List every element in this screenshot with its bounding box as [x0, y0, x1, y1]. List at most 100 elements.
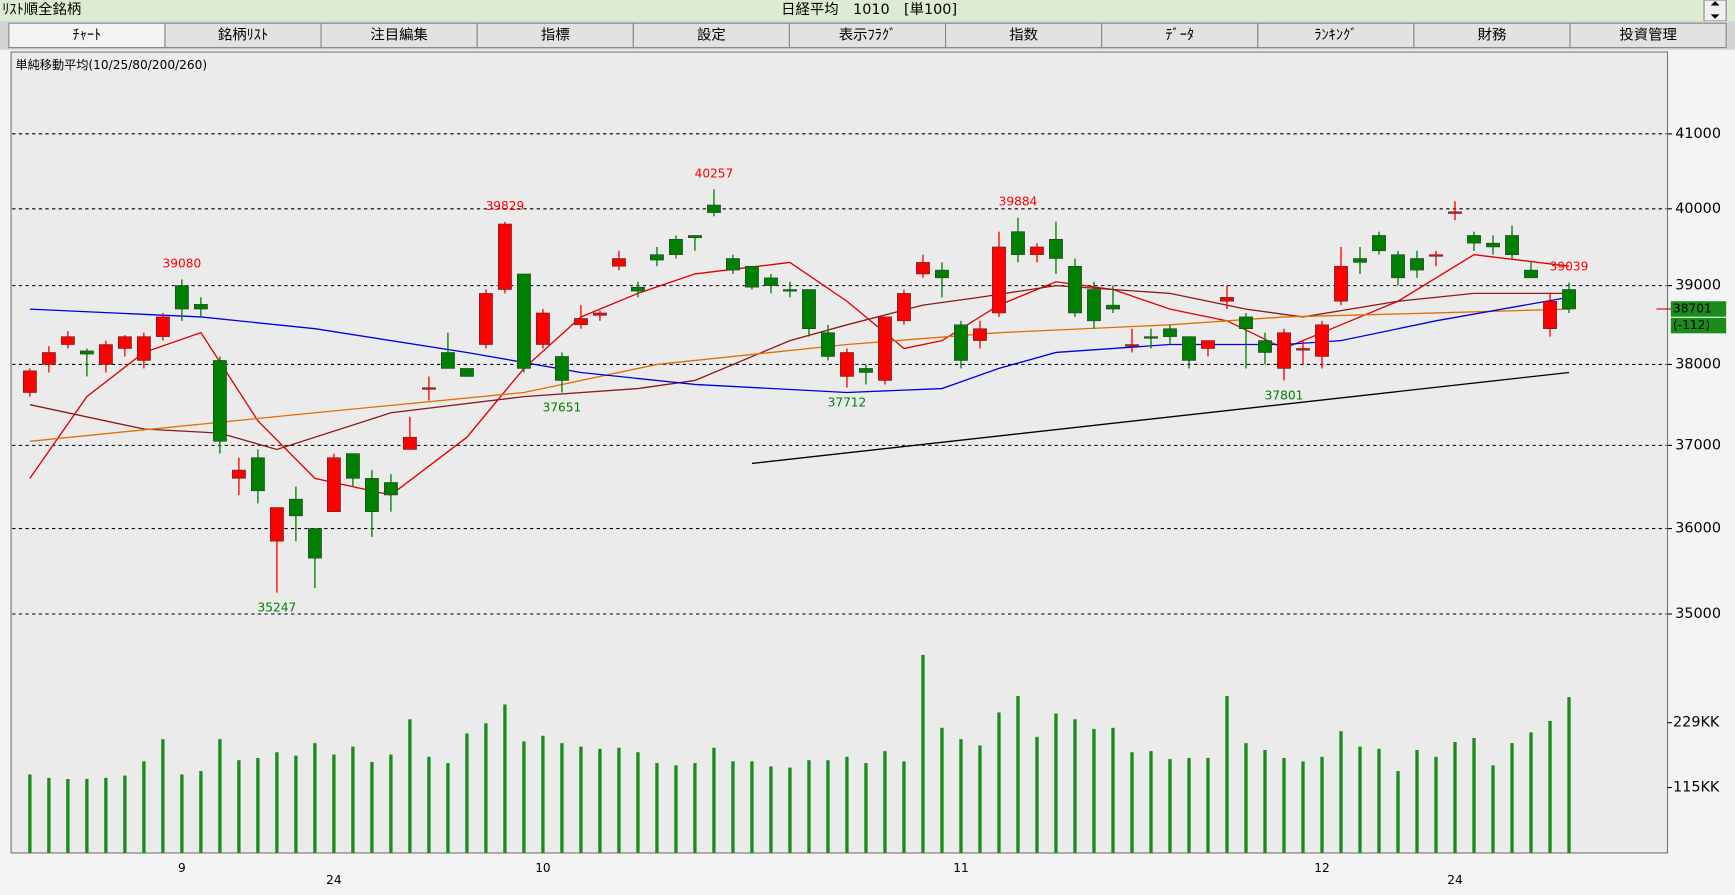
candle-body: [22, 370, 37, 393]
candle-body: [1372, 235, 1386, 252]
volume-bar: [142, 761, 146, 853]
volume-bar: [1035, 736, 1039, 853]
tab-label[interactable]: 財務: [1478, 26, 1507, 43]
candle-body: [1049, 239, 1063, 259]
day-label: 24: [1447, 873, 1463, 887]
candle-body: [1030, 246, 1044, 255]
chart-title: 単純移動平均(10/25/80/200/260): [15, 58, 207, 72]
volume-bar: [180, 774, 184, 853]
candle-body: [479, 293, 493, 345]
volume-bar: [408, 719, 412, 853]
tab[interactable]: [1569, 22, 1727, 49]
candle-body: [973, 328, 987, 341]
candle-body: [1106, 304, 1120, 310]
volume-bar: [313, 743, 317, 853]
volume-bar: [788, 767, 792, 853]
candle-body: [802, 289, 816, 329]
month-label: 12: [1314, 861, 1329, 875]
candle-body: [612, 258, 626, 267]
tab-label[interactable]: 指数: [1009, 26, 1038, 43]
tab-label[interactable]: 投資管理: [1619, 26, 1677, 43]
volume-bar: [883, 751, 887, 853]
tab-label[interactable]: ﾁｬｰﾄ: [73, 27, 102, 43]
tab-label[interactable]: 表示ﾌﾗｸﾞ: [839, 26, 897, 43]
candle-body: [60, 336, 75, 345]
candle-body: [1505, 235, 1519, 255]
tab-label[interactable]: ﾃﾞｰﾀ: [1165, 26, 1194, 43]
volume-bar: [1453, 742, 1457, 853]
candle-body: [1467, 235, 1481, 244]
volume-bar: [465, 733, 469, 853]
candle-body: [1353, 258, 1367, 263]
tab[interactable]: [1101, 22, 1259, 49]
volume-bar: [503, 704, 507, 853]
candle-body: [764, 277, 778, 286]
candle-body: [593, 312, 607, 316]
tab[interactable]: [788, 22, 947, 49]
volume-bar: [1016, 695, 1020, 853]
volume-bar: [845, 756, 849, 853]
tab-label[interactable]: 指標: [541, 26, 570, 43]
candle-body: [745, 265, 759, 288]
candle-body: [441, 352, 455, 369]
tab[interactable]: [476, 22, 634, 49]
extreme-label: 39829: [486, 199, 525, 213]
candle-body: [155, 316, 170, 337]
candle-body: [1220, 297, 1234, 302]
tab[interactable]: [164, 22, 322, 49]
tab-label[interactable]: 銘柄ﾘｽﾄ: [218, 26, 268, 43]
tab[interactable]: [1257, 22, 1415, 49]
volume-bar: [218, 739, 222, 853]
volume-bar: [104, 777, 108, 853]
tab[interactable]: [1413, 22, 1571, 49]
volume-bar: [47, 777, 51, 853]
candle-body: [460, 368, 474, 377]
candle-body: [250, 457, 265, 492]
candle-body: [212, 360, 227, 442]
volume-bar: [1111, 727, 1115, 853]
candle-body: [1391, 254, 1405, 279]
moving-average: [751, 371, 1570, 465]
volume-bar: [389, 754, 393, 853]
candle-body: [1334, 265, 1348, 302]
y-tick-label: 41000: [1675, 126, 1721, 142]
candle-body: [79, 350, 94, 355]
tab-label[interactable]: 設定: [697, 26, 726, 43]
volume-bar: [1168, 759, 1172, 853]
candle-body: [821, 332, 835, 357]
volume-bar: [864, 763, 868, 853]
volume-bar: [826, 760, 830, 853]
candle-body: [536, 312, 550, 345]
volume-bar: [1225, 695, 1229, 853]
candle-body: [402, 436, 417, 450]
volume-bar: [1282, 757, 1286, 853]
volume-bar: [940, 727, 944, 853]
extreme-label: 39080: [163, 256, 202, 270]
candle-body: [574, 318, 588, 326]
last-price-box: [1670, 301, 1727, 317]
candle-body: [136, 336, 151, 361]
moving-average: [29, 308, 1570, 442]
tab[interactable]: [320, 22, 478, 49]
change-box: [1670, 317, 1727, 334]
volume-bar: [579, 746, 583, 853]
candle-body: [98, 344, 113, 365]
tab-label[interactable]: 注目編集: [370, 26, 428, 43]
volume-bar: [1491, 765, 1495, 853]
volume-bar: [693, 763, 697, 853]
tab[interactable]: [945, 22, 1103, 49]
candle-body: [1315, 324, 1329, 357]
tab[interactable]: [8, 22, 166, 49]
candle-body: [1277, 332, 1291, 369]
candle-body: [1448, 211, 1462, 214]
volume-bar: [522, 741, 526, 853]
instrument: 日経平均 1010 [単100]: [781, 1, 957, 18]
candle-body: [383, 482, 398, 496]
candle-body: [992, 246, 1006, 314]
tab-label[interactable]: ﾗﾝｷﾝｸﾞ: [1314, 26, 1357, 43]
volume-bar: [1377, 748, 1381, 853]
candle-body: [41, 352, 56, 365]
candle-body: [1543, 300, 1557, 329]
candle-body: [1182, 336, 1196, 361]
